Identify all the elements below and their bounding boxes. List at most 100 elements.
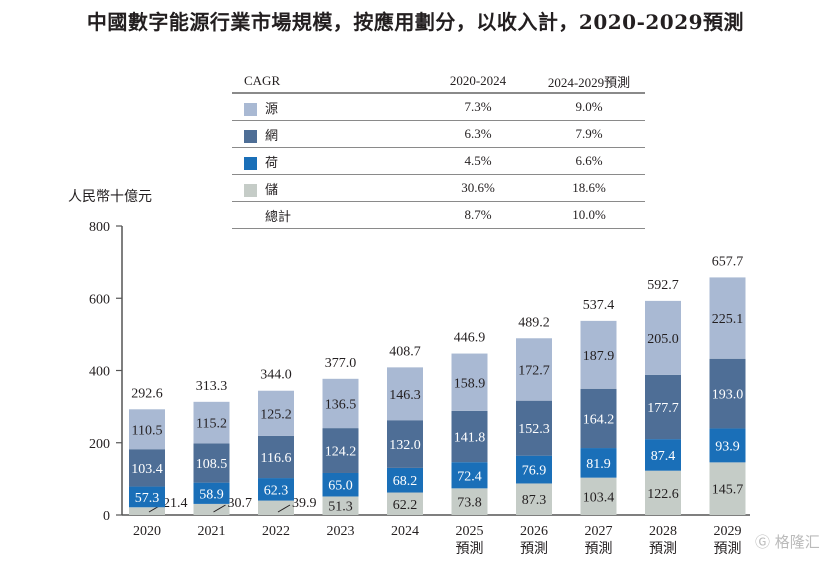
label-leader-line (213, 504, 226, 513)
x-tick-sublabel: 預測 (649, 541, 677, 557)
legend-label: 網 (265, 127, 279, 143)
total-label: 313.3 (196, 379, 228, 394)
data-label: 193.0 (712, 388, 744, 403)
total-label: 344.0 (260, 368, 292, 383)
cagr-value: 6.6% (533, 147, 645, 175)
cagr-header-label: CAGR (232, 70, 423, 94)
legend-swatch-grid (244, 130, 257, 144)
total-label: 489.2 (518, 315, 550, 330)
data-label: 110.5 (132, 423, 163, 438)
x-tick-label: 2026 (520, 524, 548, 539)
data-label: 115.2 (196, 417, 227, 432)
data-label: 103.4 (583, 490, 615, 505)
bar-segment-荷 (645, 439, 681, 471)
bar-segment-荷 (258, 478, 294, 501)
bar-segment-源 (709, 277, 746, 359)
data-label: 76.9 (522, 464, 547, 479)
x-tick-label: 2023 (327, 524, 355, 539)
bar-segment-源 (258, 390, 294, 436)
cagr-table: CAGR 2020-2024 2024-2029預測 源 7.3% 9.0% 網… (232, 70, 645, 229)
data-label: 30.7 (228, 496, 253, 511)
bar-segment-源 (387, 367, 423, 421)
bar-segment-網 (129, 449, 165, 487)
bar-segment-荷 (516, 455, 552, 484)
legend-swatch-source (244, 103, 257, 117)
bar-segment-網 (193, 443, 230, 483)
cagr-value: 4.5% (423, 147, 533, 175)
cagr-row-total: 總計 8.7% 10.0% (232, 201, 645, 229)
bar-segment-荷 (387, 467, 423, 493)
cagr-header-row: CAGR 2020-2024 2024-2029預測 (232, 70, 645, 94)
bar-segment-儲 (193, 503, 230, 515)
data-label: 39.9 (292, 496, 317, 511)
bar-segment-儲 (516, 483, 552, 515)
cagr-value: 7.3% (423, 93, 533, 121)
legend-label: 荷 (265, 154, 279, 170)
bar-segment-儲 (709, 462, 746, 515)
bar-segment-源 (451, 353, 488, 411)
data-label: 158.9 (454, 376, 486, 391)
label-leader-line (277, 504, 291, 513)
data-label: 152.3 (518, 422, 550, 437)
legend-swatch-load (244, 157, 257, 171)
bar-segment-源 (580, 320, 617, 389)
x-tick-label: 2025 (456, 524, 484, 539)
cagr-row: 荷 4.5% 6.6% (232, 147, 645, 175)
bar-segment-網 (258, 435, 294, 479)
data-label: 164.2 (583, 412, 615, 427)
bar-segment-源 (645, 300, 681, 375)
bar-segment-荷 (709, 428, 746, 463)
data-label: 68.2 (393, 474, 418, 489)
y-tick-label: 400 (89, 365, 110, 380)
data-label: 73.8 (457, 496, 482, 511)
bar-segment-網 (580, 388, 617, 449)
bar-segment-儲 (451, 488, 488, 515)
bar-segment-儲 (580, 477, 617, 515)
data-label: 103.4 (131, 462, 163, 477)
data-label: 62.3 (264, 483, 289, 498)
data-label: 116.6 (261, 451, 292, 466)
cagr-row: 網 6.3% 7.9% (232, 120, 645, 148)
chart-title: 中國數字能源行業市場規模，按應用劃分，以收入計，2020-2029預測 (86, 10, 745, 34)
y-tick-label: 0 (103, 509, 110, 524)
data-label: 87.3 (522, 493, 547, 508)
data-label: 58.9 (199, 487, 224, 502)
watermark-logo: Ⓖ 格隆汇 (755, 533, 820, 551)
data-label: 108.5 (196, 457, 228, 472)
bar-segment-荷 (193, 482, 230, 504)
data-label: 177.7 (647, 401, 679, 416)
data-label: 187.9 (583, 349, 615, 364)
bar-segment-網 (322, 428, 359, 473)
bar-segment-源 (322, 378, 359, 429)
data-label: 122.6 (647, 487, 679, 502)
cagr-header-period1: 2020-2024 (423, 70, 533, 94)
bar-segment-源 (129, 409, 165, 450)
data-label: 136.5 (325, 397, 357, 412)
legend-label: 總計 (265, 208, 292, 224)
data-label: 62.2 (393, 498, 418, 513)
data-label: 124.2 (325, 445, 357, 460)
total-label: 446.9 (454, 331, 486, 346)
cagr-value: 6.3% (423, 120, 533, 148)
bar-segment-儲 (129, 507, 165, 515)
data-label: 93.9 (715, 439, 740, 454)
total-label: 592.7 (647, 278, 679, 293)
x-tick-label: 2027 (585, 524, 613, 539)
x-tick-label: 2029 (714, 524, 742, 539)
bar-segment-儲 (387, 492, 423, 515)
bar-segment-儲 (645, 470, 681, 515)
x-tick-sublabel: 預測 (585, 541, 613, 557)
legend-swatch-storage (244, 184, 257, 198)
x-tick-label: 2028 (649, 524, 677, 539)
total-label: 537.4 (583, 298, 615, 313)
x-tick-label: 2024 (391, 524, 419, 539)
y-tick-label: 600 (89, 292, 110, 307)
data-label: 145.7 (712, 483, 744, 498)
data-label: 72.4 (457, 469, 482, 484)
cagr-value: 18.6% (533, 174, 645, 202)
data-label: 205.0 (647, 332, 679, 347)
y-axis-unit-label: 人民幣十億元 (68, 189, 152, 205)
cagr-row: 源 7.3% 9.0% (232, 93, 645, 121)
cagr-value: 8.7% (423, 201, 533, 229)
